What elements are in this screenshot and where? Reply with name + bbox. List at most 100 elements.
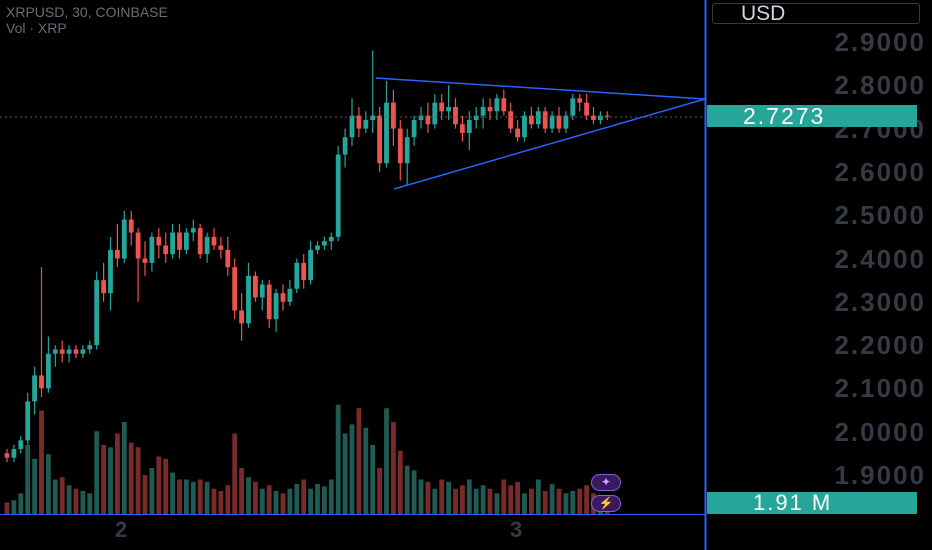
candle-body xyxy=(549,115,555,129)
volume-bar xyxy=(480,485,486,514)
candle-body xyxy=(177,232,182,250)
candle-body xyxy=(218,245,224,250)
candle-body xyxy=(204,236,210,255)
volume-bar xyxy=(315,484,320,514)
candle-body xyxy=(529,115,534,125)
price-tick-label: 2.2000 xyxy=(834,330,926,361)
candle-body xyxy=(156,236,162,246)
volume-bar xyxy=(280,493,286,514)
candle-body xyxy=(211,236,217,246)
volume-bar xyxy=(80,491,86,514)
volume-bar xyxy=(487,488,493,514)
candle-body xyxy=(170,232,175,255)
price-tick-label: 2.4000 xyxy=(834,243,926,274)
volume-bar xyxy=(397,450,403,514)
candle-body xyxy=(73,349,79,354)
candle-body xyxy=(356,115,362,129)
volume-bar xyxy=(418,479,424,514)
volume-bar xyxy=(391,422,396,514)
currency-selector[interactable]: USD xyxy=(712,3,920,24)
candle-body xyxy=(273,293,279,320)
volume-bar xyxy=(39,410,44,514)
lightning-flash-icon[interactable]: ⚡ xyxy=(591,495,621,512)
candle-body xyxy=(246,275,251,324)
candle-body xyxy=(363,119,369,129)
volume-bar xyxy=(18,493,24,514)
volume-bar xyxy=(11,500,17,514)
candle-body xyxy=(315,245,320,250)
volume-bar xyxy=(335,404,341,514)
candle-body xyxy=(232,267,238,311)
volume-bar xyxy=(301,479,307,514)
volume-bar xyxy=(563,493,569,514)
volume-bar xyxy=(101,445,106,514)
volume-bar xyxy=(556,488,562,514)
volume-bar xyxy=(411,470,417,514)
volume-bar xyxy=(190,481,196,514)
candle-body xyxy=(197,228,203,255)
candle-body xyxy=(397,128,403,164)
volume-bar xyxy=(211,488,217,514)
candle-body xyxy=(535,111,541,125)
volume-bar xyxy=(52,479,58,514)
volume-bar xyxy=(328,479,334,514)
candle-body xyxy=(501,98,507,112)
candle-body xyxy=(121,219,127,259)
candle-body xyxy=(584,102,589,116)
volume-bar xyxy=(377,468,382,514)
candle-body xyxy=(542,111,548,129)
candle-body xyxy=(384,102,389,164)
volume-bar xyxy=(163,458,169,514)
candle-body xyxy=(80,349,86,354)
candle-body xyxy=(301,262,307,281)
candle-body xyxy=(11,449,17,458)
volume-bar xyxy=(121,422,127,514)
volume-bar xyxy=(115,433,120,514)
candle-body xyxy=(266,284,272,320)
volume-bar xyxy=(529,488,534,514)
volume-bar xyxy=(225,485,231,514)
candle-body xyxy=(563,115,569,129)
volume-bar xyxy=(197,479,203,514)
volume-bar xyxy=(66,485,72,514)
volume-bar xyxy=(370,445,376,514)
candle-body xyxy=(308,249,313,281)
volume-bar xyxy=(253,481,258,514)
last-price-tag: 2.7273 xyxy=(707,105,917,128)
candles xyxy=(4,50,610,463)
price-tick-label: 2.1000 xyxy=(834,373,926,404)
candle-body xyxy=(335,154,341,237)
volume-bar xyxy=(25,445,31,514)
volume-bar xyxy=(218,491,224,514)
candle-body xyxy=(149,236,155,263)
candle-body xyxy=(508,111,514,129)
volume-bar xyxy=(460,485,465,514)
volume-bar xyxy=(584,485,589,514)
volume-bar xyxy=(508,485,514,514)
candle-body xyxy=(101,280,106,294)
time-tick-label: 3 xyxy=(510,517,523,542)
volume-bar xyxy=(577,488,583,514)
volume-bar xyxy=(308,488,313,514)
volume-bar xyxy=(177,479,182,514)
triangle-upper-trendline[interactable] xyxy=(375,77,706,100)
volume-bar xyxy=(322,486,327,514)
time-tick-label: 2 xyxy=(115,517,128,542)
candle-body xyxy=(342,137,348,155)
candle-body xyxy=(108,249,113,294)
triangle-lower-trendline[interactable] xyxy=(393,98,706,190)
volume-bar xyxy=(259,488,265,514)
candle-body xyxy=(522,115,527,138)
volume-bar xyxy=(356,408,362,514)
candle-body xyxy=(370,115,376,120)
candle-body xyxy=(418,115,424,120)
volume-bar xyxy=(501,479,507,514)
candle-body xyxy=(135,232,141,259)
candle-body xyxy=(39,375,44,389)
candle-body xyxy=(115,249,120,259)
volume-bar xyxy=(184,479,189,514)
star-flash-icon[interactable]: ✦ xyxy=(591,474,621,491)
volume-bar xyxy=(32,458,37,514)
candle-body xyxy=(184,232,189,250)
